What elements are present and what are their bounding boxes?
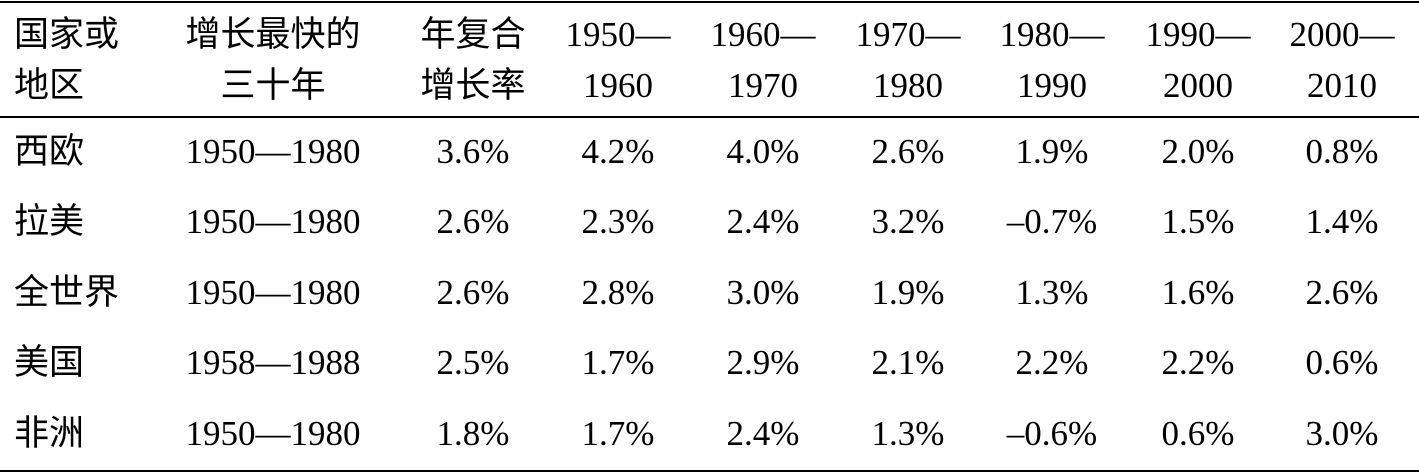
header-cell: 三十年 xyxy=(220,66,325,105)
row-label: 美国 xyxy=(14,343,84,382)
table-cell: 2.6% xyxy=(1306,273,1379,312)
header-cell: 增长最快的 xyxy=(185,15,360,54)
table-cell: 2.2% xyxy=(1016,343,1089,382)
table-cell: 1950—1980 xyxy=(186,414,361,453)
table-cell: 1.7% xyxy=(582,414,655,453)
table-cell: 0.8% xyxy=(1306,132,1379,171)
table-cell: 2.4% xyxy=(727,202,800,241)
table-cell: 2.3% xyxy=(582,202,655,241)
table-cell: 2.6% xyxy=(437,202,510,241)
row-label: 拉美 xyxy=(14,202,84,241)
table-cell: 2.5% xyxy=(437,343,510,382)
row-label: 非洲 xyxy=(14,414,84,453)
table-cell: 0.6% xyxy=(1306,343,1379,382)
row-label: 全世界 xyxy=(14,273,119,312)
header-cell: 2010 xyxy=(1307,66,1377,105)
table-cell: 1950—1980 xyxy=(186,202,361,241)
table-cell: 1.9% xyxy=(1016,132,1089,171)
header-cell: 1980 xyxy=(873,66,943,105)
table-cell: –0.6% xyxy=(1006,414,1097,453)
table-cell: 1.3% xyxy=(1016,273,1089,312)
header-cell: 1960— xyxy=(711,15,817,54)
header-cell: 国家或 xyxy=(14,15,119,54)
table-cell: 1.6% xyxy=(1162,273,1235,312)
table-cell: 2.1% xyxy=(872,343,945,382)
table-cell: 2.4% xyxy=(727,414,800,453)
table-cell: 4.2% xyxy=(582,132,655,171)
table-cell: 1950—1980 xyxy=(186,273,361,312)
header-cell: 增长率 xyxy=(420,66,525,105)
table-cell: –0.7% xyxy=(1006,202,1097,241)
table-cell: 3.2% xyxy=(872,202,945,241)
table-cell: 1950—1980 xyxy=(186,132,361,171)
header-cell: 年复合 xyxy=(420,15,525,54)
table-cell: 2.2% xyxy=(1162,343,1235,382)
table-cell: 2.0% xyxy=(1162,132,1235,171)
header-cell: 1990— xyxy=(1146,15,1252,54)
header-cell: 1970— xyxy=(856,15,962,54)
table-cell: 1.4% xyxy=(1306,202,1379,241)
table-cell: 3.6% xyxy=(437,132,510,171)
header-cell: 2000— xyxy=(1290,15,1396,54)
header-cell: 1980— xyxy=(1000,15,1106,54)
table-cell: 4.0% xyxy=(727,132,800,171)
table-cell: 3.0% xyxy=(727,273,800,312)
header-cell: 2000 xyxy=(1163,66,1233,105)
table-cell: 1.8% xyxy=(437,414,510,453)
table-cell: 1.7% xyxy=(582,343,655,382)
header-cell: 1990 xyxy=(1017,66,1087,105)
row-label: 西欧 xyxy=(14,132,84,171)
table-cell: 1.9% xyxy=(872,273,945,312)
table-cell: 1.5% xyxy=(1162,202,1235,241)
table-cell: 2.6% xyxy=(437,273,510,312)
table-cell: 1958—1988 xyxy=(186,343,361,382)
header-cell: 地区 xyxy=(14,66,84,105)
table-cell: 2.8% xyxy=(582,273,655,312)
header-cell: 1950— xyxy=(566,15,672,54)
header-cell: 1960 xyxy=(583,66,653,105)
table-cell: 3.0% xyxy=(1306,414,1379,453)
table-cell: 2.9% xyxy=(727,343,800,382)
header-cell: 1970 xyxy=(728,66,798,105)
table-cell: 1.3% xyxy=(872,414,945,453)
table-cell: 0.6% xyxy=(1162,414,1235,453)
table-cell: 2.6% xyxy=(872,132,945,171)
